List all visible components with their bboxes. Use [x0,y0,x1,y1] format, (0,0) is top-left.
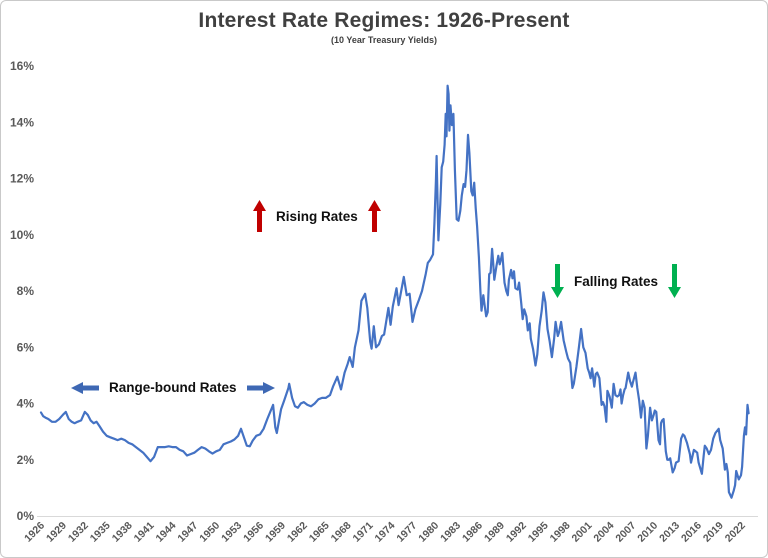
y-axis-tick-label: 0% [17,509,35,523]
right-arrow-icon [246,381,275,394]
x-axis-tick-label: 1947 [175,520,200,545]
down-arrow-icon [668,264,682,298]
x-axis-tick-label: 1938 [110,520,135,545]
x-axis-tick-label: 1965 [307,520,332,545]
annotation-label: Falling Rates [574,273,659,289]
annotation-falling-rates: Falling Rates [551,263,682,299]
annotation-range-bound-rates: Range-bound Rates [71,380,275,395]
x-axis-tick-label: 2007 [613,520,638,545]
x-axis-tick-label: 1959 [263,520,288,545]
x-axis-tick-label: 2001 [570,520,595,545]
x-axis-tick-label: 1932 [66,520,91,545]
annotation-label: Range-bound Rates [109,380,237,395]
annotation-label: Rising Rates [276,208,358,224]
x-axis-tick-label: 1989 [482,520,507,545]
y-axis-tick-label: 12% [10,172,34,186]
x-axis-tick-label: 1950 [197,520,222,545]
chart-subtitle: (10 Year Treasury Yields) [331,35,437,45]
y-axis-tick-label: 14% [10,115,34,129]
chart-title: Interest Rate Regimes: 1926-Present [198,9,570,32]
y-axis-tick-label: 6% [17,340,35,354]
x-axis-tick-label: 1926 [22,520,47,545]
x-axis-tick-label: 1929 [44,520,69,545]
x-axis-tick-label: 2022 [723,520,748,545]
x-axis-tick-label: 1935 [88,520,113,545]
x-axis-tick-label: 1983 [438,520,463,545]
y-axis-tick-label: 2% [17,453,35,467]
x-axis-tick-label: 2010 [635,520,660,545]
x-axis-tick-label: 2016 [679,520,704,545]
x-axis-tick-label: 1971 [351,520,376,545]
x-axis-tick-label: 1968 [329,520,354,545]
x-axis-tick-label: 1944 [153,520,178,545]
x-axis-tick-label: 2004 [591,520,616,545]
y-axis-tick-label: 8% [17,284,35,298]
left-arrow-icon [71,381,99,394]
down-arrow-icon [551,264,564,298]
x-axis-tick-label: 1995 [526,520,551,545]
x-axis-tick-label: 1986 [460,520,485,545]
x-axis-tick-label: 1974 [372,520,397,545]
x-axis-tick-label: 1980 [416,520,441,545]
y-axis-tick-label: 16% [10,59,34,73]
up-arrow-icon [253,200,266,232]
x-axis-tick-label: 1998 [548,520,573,545]
x-axis-tick-label: 2013 [657,520,682,545]
annotation-rising-rates: Rising Rates [253,199,381,233]
x-axis-tick-label: 1941 [132,520,157,545]
treasury-yield-line [39,84,750,499]
up-arrow-icon [367,200,381,232]
y-axis-tick-label: 10% [10,228,34,242]
x-axis-tick-label: 1977 [394,520,419,545]
x-axis-tick-label: 1953 [219,520,244,545]
x-axis-tick-label: 1962 [285,520,310,545]
x-axis-tick-label: 1992 [504,520,529,545]
y-axis-tick-label: 4% [17,397,35,411]
x-axis-tick-label: 1956 [241,520,266,545]
x-axis-tick-label: 2019 [701,520,726,545]
